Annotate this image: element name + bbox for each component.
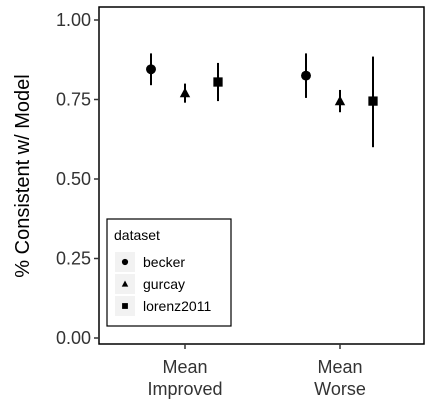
point-marker [146,64,156,75]
point-marker [122,303,128,309]
legend-label: lorenz2011 [143,298,211,314]
data-point-lorenz2011 [368,56,378,148]
legend-item-lorenz2011: lorenz2011 [115,296,211,316]
x-tick-label-line: Mean [162,357,207,377]
legend-item-becker: becker [115,252,185,272]
x-tick-label-line: Improved [147,379,222,399]
legend-item-gurcay: gurcay [115,274,185,294]
point-marker [179,87,191,98]
point-marker [368,96,378,106]
point-marker [301,70,311,81]
legend-title: dataset [114,227,160,243]
y-tick-label: 0.50 [56,169,91,189]
legend: dataset becker gurcay lorenz2011 [106,218,232,327]
y-tick-label: 0.25 [56,249,91,269]
y-tick-label: 0.75 [56,90,91,110]
point-marker [121,280,129,287]
data-point-gurcay [334,89,346,113]
x-tick-label: Mean Worse [314,357,366,399]
y-axis-title: % Consistent w/ Model [12,74,34,277]
data-marks [146,53,378,148]
y-axis: 0.00 0.25 0.50 0.75 1.00 [56,10,99,348]
point-marker [334,95,346,106]
y-tick-label: 0.00 [56,328,91,348]
data-point-lorenz2011 [213,62,223,102]
legend-label: becker [143,254,185,270]
point-marker [121,258,129,266]
data-point-gurcay [179,83,191,103]
x-tick-label-line: Mean [317,357,362,377]
y-tick-label: 1.00 [56,10,91,30]
point-marker [213,77,223,87]
legend-label: gurcay [143,276,185,292]
data-point-becker [301,53,311,98]
x-tick-label-line: Worse [314,379,366,399]
data-point-becker [146,53,156,86]
x-tick-label: Mean Improved [147,357,222,399]
